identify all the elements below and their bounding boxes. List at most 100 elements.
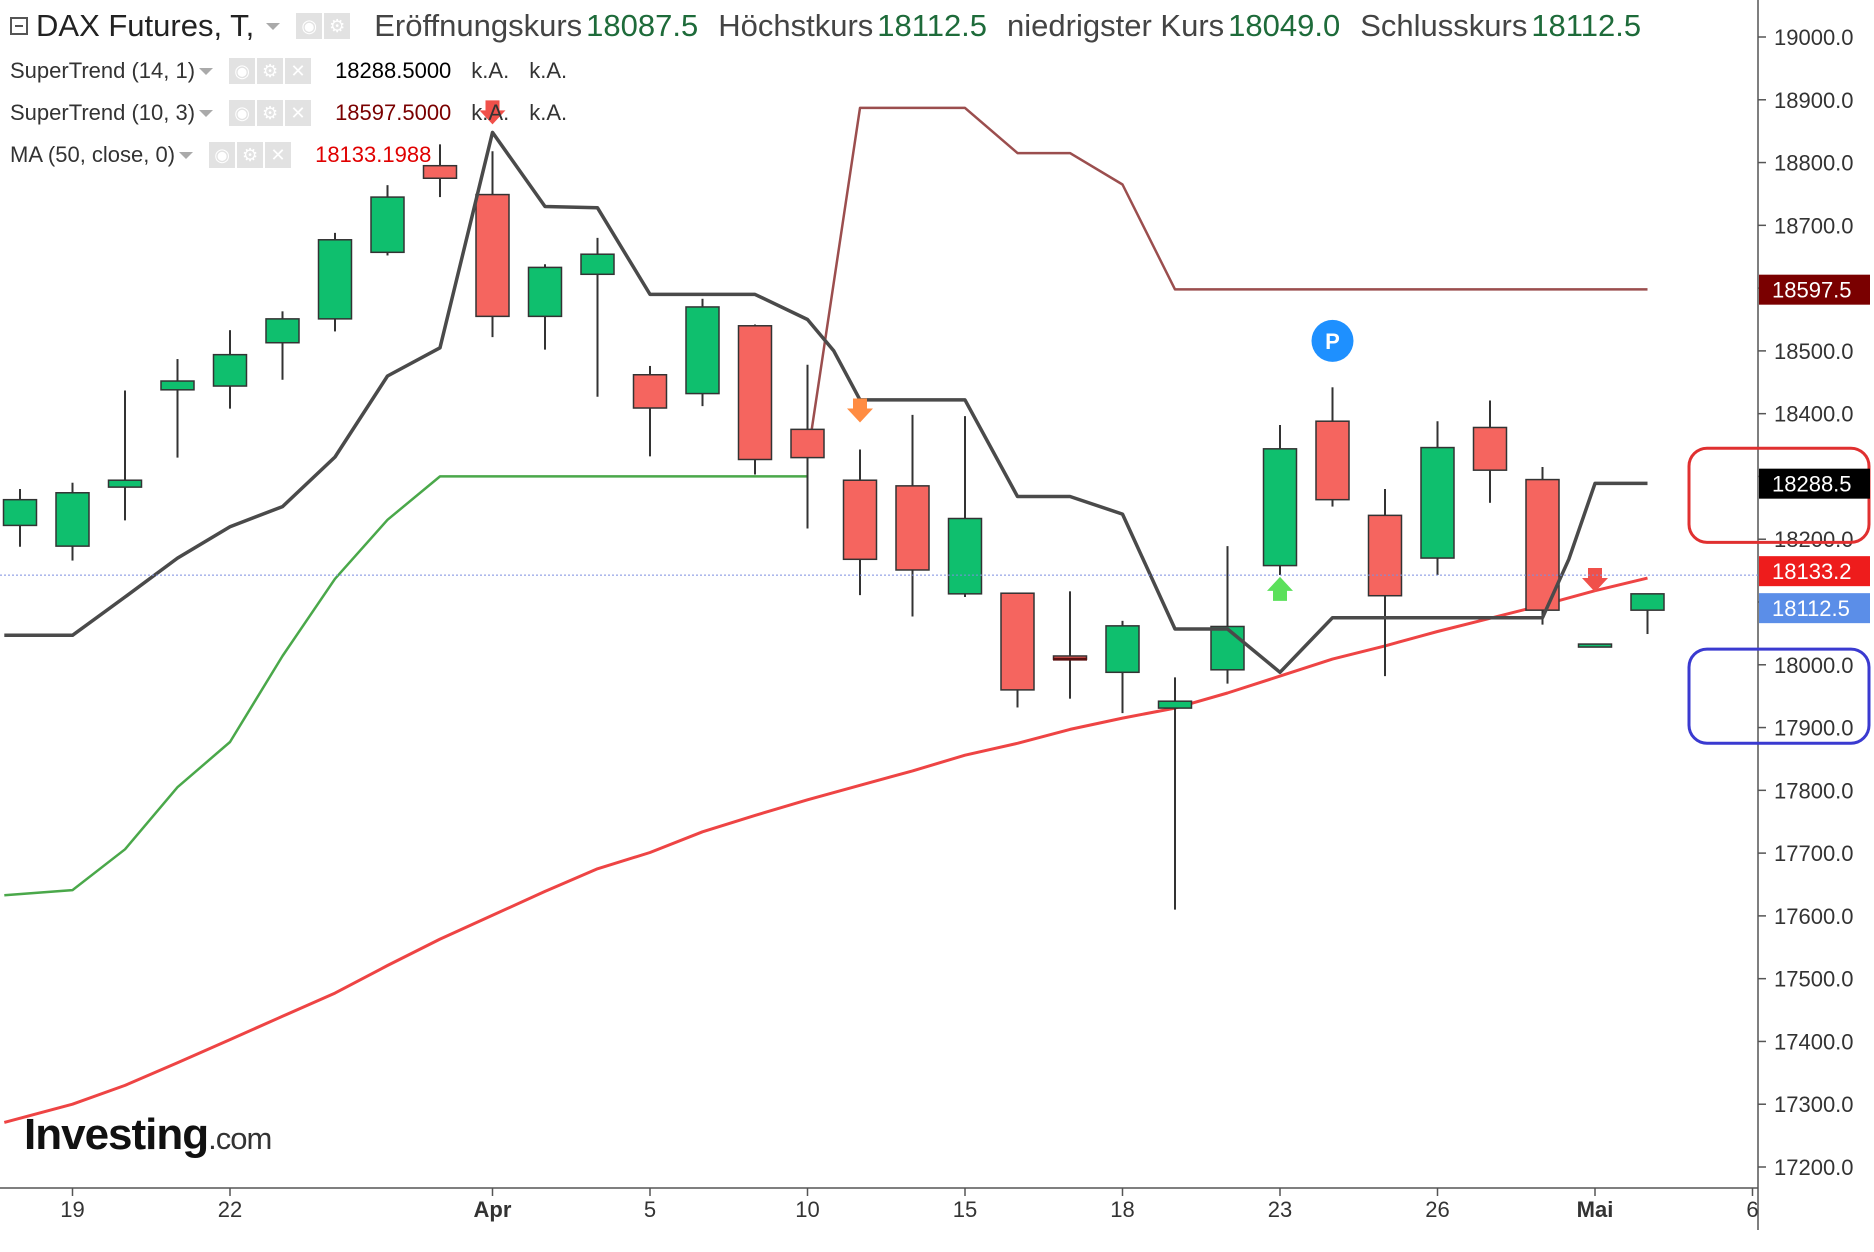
low-label: niedrigster Kurs [1007, 8, 1225, 43]
supertrend-slow-resistance-line [806, 106, 1648, 458]
price-badge [1759, 468, 1870, 499]
y-tick-label: 17600.0 [1774, 904, 1854, 929]
price-badge-label: 18133.2 [1772, 559, 1852, 584]
candle-body [1315, 420, 1350, 501]
candle-body [842, 479, 878, 561]
y-tick-label: 17700.0 [1774, 841, 1854, 866]
supertrend-fast-line [4, 130, 1648, 675]
arrow-down-icon [479, 100, 506, 125]
y-tick-label: 17800.0 [1774, 778, 1854, 803]
candle-body [580, 253, 615, 276]
indicator-extra: k.A. [471, 100, 510, 125]
indicator-label[interactable]: SuperTrend (14, 1) [10, 58, 196, 83]
x-tick-label: Apr [474, 1197, 512, 1222]
indicator-value: 18288.5000 [335, 58, 452, 83]
candle-body [317, 239, 353, 320]
gear-icon[interactable]: ⚙ [257, 100, 284, 126]
eye-icon[interactable]: ◉ [296, 13, 323, 39]
y-tick-label: 17400.0 [1774, 1029, 1854, 1054]
x-tick-label: 18 [1110, 1197, 1134, 1222]
x-tick-label: 6 [1746, 1197, 1758, 1222]
gear-icon[interactable]: ⚙ [237, 142, 264, 168]
candle-body [947, 517, 983, 595]
candle-body [632, 373, 668, 409]
highlight-box [1687, 647, 1871, 745]
candle-body [1262, 448, 1298, 567]
price-badge-label: 18288.5 [1772, 472, 1852, 497]
x-tick-label: 5 [644, 1197, 656, 1222]
candle-body [1472, 426, 1508, 471]
close-value: 18112.5 [1531, 8, 1642, 43]
ma-line [3, 576, 1648, 1124]
x-tick-label: Mai [1577, 1197, 1614, 1222]
y-tick-label: 17300.0 [1774, 1092, 1854, 1117]
close-label: Schlusskurs [1360, 8, 1528, 43]
y-tick-label: 17200.0 [1774, 1155, 1854, 1180]
instrument-title[interactable]: DAX Futures, T, [36, 8, 255, 43]
indicator-value: 18133.1988 [315, 142, 432, 167]
candle-body [1577, 643, 1613, 648]
p-marker-circle [1311, 319, 1354, 362]
candle-body [160, 380, 195, 391]
candle-body [1420, 446, 1455, 559]
indicator-label[interactable]: MA (50, close, 0) [10, 142, 176, 167]
candle-body [737, 325, 773, 461]
instrument-buttons: ◉ ⚙ [296, 13, 352, 39]
chevron-down-icon[interactable] [179, 151, 194, 159]
chevron-down-icon[interactable] [266, 22, 281, 30]
price-badge [1759, 593, 1870, 624]
candle-body [55, 492, 90, 547]
low-value: 18049.0 [1228, 8, 1341, 43]
x-tick-label: 26 [1425, 1197, 1449, 1222]
indicator-extra: k.A. [471, 58, 510, 83]
close-icon[interactable]: ✕ [265, 142, 292, 168]
y-tick-label: 18000.0 [1774, 653, 1854, 678]
high-value: 18112.5 [877, 8, 988, 43]
candle-body [790, 428, 825, 459]
open-value: 18087.5 [586, 8, 699, 43]
candle-body [1210, 625, 1245, 671]
candle-body [107, 479, 143, 488]
close-icon[interactable]: ✕ [285, 100, 312, 126]
y-tick-label: 18400.0 [1774, 402, 1854, 427]
y-tick-label: 19000.0 [1774, 25, 1854, 50]
candle-body [422, 164, 458, 179]
candle-body [370, 196, 405, 254]
close-icon[interactable]: ✕ [285, 58, 312, 84]
arrow-down-icon [847, 398, 873, 423]
gear-icon[interactable]: ⚙ [324, 13, 351, 39]
arrow-down-icon [1582, 568, 1608, 593]
chart-legend: DAX Futures, T, ◉ ⚙ Eröffnungskurs 18087… [0, 0, 1740, 180]
eye-icon[interactable]: ◉ [209, 142, 236, 168]
arrow-up-icon [1267, 576, 1293, 601]
y-tick-label: 18500.0 [1774, 339, 1854, 364]
y-tick-label: 18800.0 [1774, 151, 1854, 176]
x-tick-label: 23 [1268, 1197, 1292, 1222]
chevron-down-icon[interactable] [199, 67, 214, 75]
chevron-down-icon[interactable] [199, 109, 214, 117]
candle-body [1367, 514, 1403, 597]
indicator-extra: k.A. [529, 100, 568, 125]
plot-area: P [2, 100, 1665, 1124]
collapse-icon[interactable] [10, 17, 28, 35]
investing-logo: Investing.com [24, 1110, 272, 1159]
x-tick-label: 22 [218, 1197, 242, 1222]
x-tick-label: 19 [60, 1197, 84, 1222]
indicator-row-supertrend-10: SuperTrend (10, 3) ◉ ⚙ ✕ 18597.5000 k.A.… [10, 100, 587, 126]
high-label: Höchstkurs [718, 8, 874, 43]
candle-body [212, 353, 248, 387]
indicator-buttons: ◉ ⚙ ✕ [229, 100, 313, 126]
indicator-label[interactable]: SuperTrend (10, 3) [10, 100, 196, 125]
indicator-row-ma: MA (50, close, 0) ◉ ⚙ ✕ 18133.1988 [10, 142, 451, 168]
candle-body [895, 485, 930, 571]
eye-icon[interactable]: ◉ [229, 58, 256, 84]
p-marker-label: P [1325, 329, 1340, 354]
candle-body [1000, 592, 1035, 691]
candle-body [2, 498, 38, 527]
eye-icon[interactable]: ◉ [229, 100, 256, 126]
price-badge-label: 18112.5 [1772, 596, 1850, 621]
gear-icon[interactable]: ⚙ [257, 58, 284, 84]
price-badge-label: 18597.5 [1772, 278, 1852, 303]
candle-body [1630, 593, 1665, 611]
